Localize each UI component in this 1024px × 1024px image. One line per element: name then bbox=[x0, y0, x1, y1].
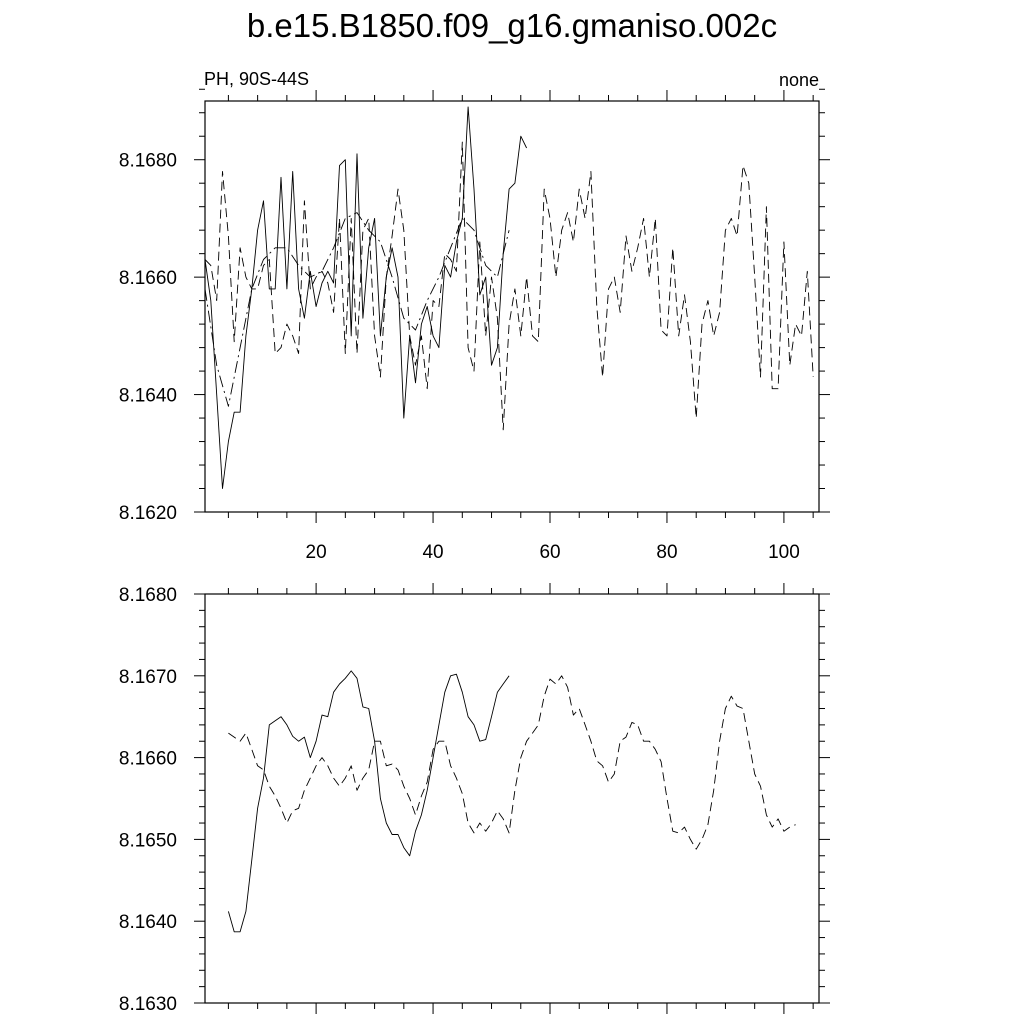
right-string: none bbox=[778, 70, 819, 90]
panel-top-xtick-label: 20 bbox=[306, 542, 327, 563]
panel-top-series-dashed-line bbox=[204, 141, 814, 431]
panel-top-series-dashdot-line bbox=[204, 212, 510, 407]
panel-top-ytick-label: 8.1680 bbox=[119, 151, 177, 172]
panel-top-ytick-label: 8.1660 bbox=[119, 268, 177, 289]
panel-top-frame bbox=[204, 100, 820, 513]
panel-top-ytick-label: 8.1640 bbox=[119, 386, 177, 407]
panel-top-xtick-label: 80 bbox=[656, 542, 677, 563]
panel-top-ytick-label: 8.1620 bbox=[119, 503, 177, 524]
panel-top-xtick-label: 100 bbox=[768, 542, 800, 563]
panel-bottom-series-dashed-line bbox=[228, 675, 796, 850]
panel-top-xtick-label: 40 bbox=[422, 542, 443, 563]
panel-bottom-ytick-label: 8.1630 bbox=[119, 994, 177, 1015]
panel-top-xtick-label: 60 bbox=[539, 542, 560, 563]
panel-bottom-ytick-label: 8.1660 bbox=[119, 749, 177, 770]
panel-bottom-ytick-label: 8.1670 bbox=[119, 667, 177, 688]
panel-bottom-frame bbox=[204, 593, 820, 1004]
panel-bottom-ytick-label: 8.1640 bbox=[119, 912, 177, 933]
panel-bottom-ytick-label: 8.1680 bbox=[119, 585, 177, 606]
left-string: PH, 90S-44S bbox=[204, 69, 310, 89]
plot-title: b.e15.B1850.f09_g16.gmaniso.002c bbox=[246, 7, 778, 44]
panel-top-series-solid-line bbox=[204, 106, 528, 489]
panel-bottom-ytick-label: 8.1650 bbox=[119, 830, 177, 851]
panel-bottom-series-solid-line bbox=[227, 670, 510, 933]
